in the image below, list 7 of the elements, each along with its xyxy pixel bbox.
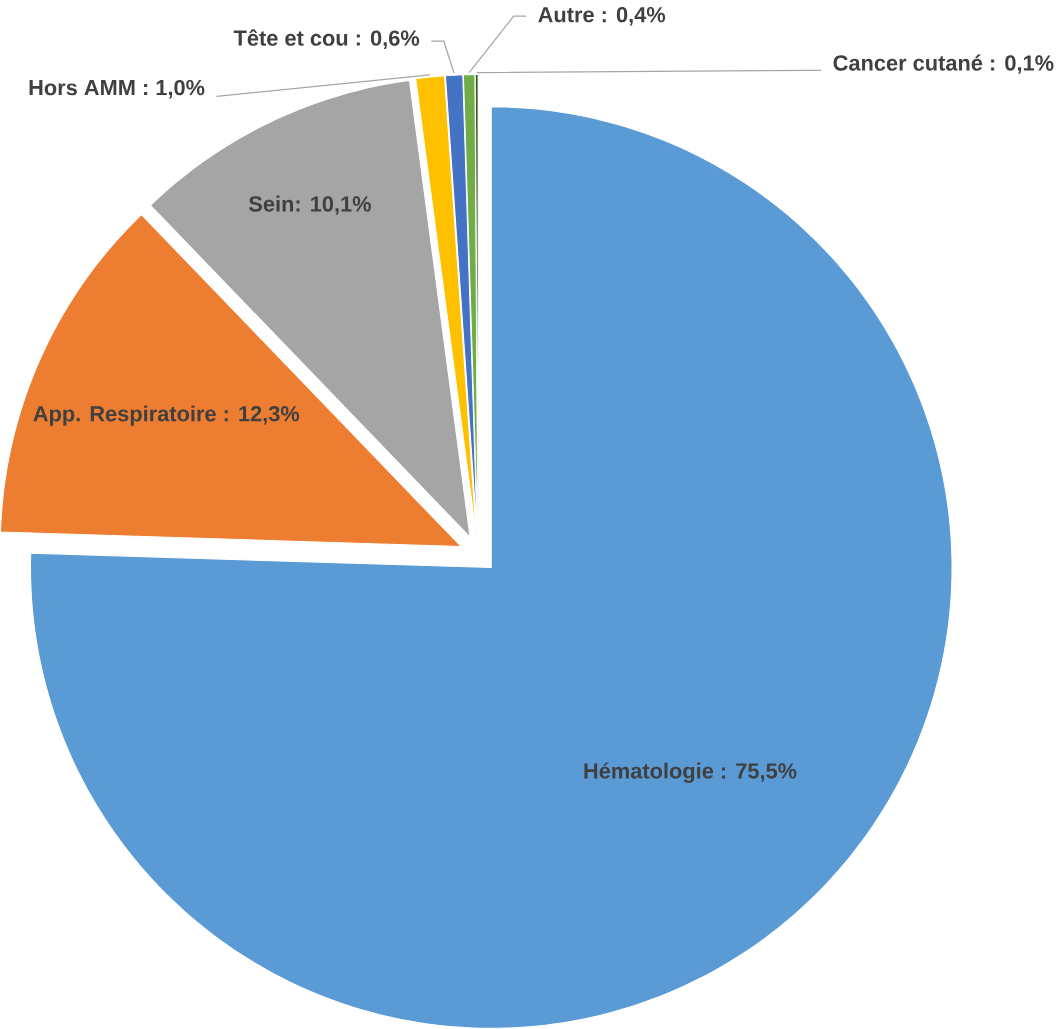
slice-label: Autre : 0,4% (538, 6, 666, 26)
slice-label: App. Respiratoire : 12,3% (33, 405, 300, 426)
slice-label: Hors AMM : 1,0% (29, 79, 205, 99)
slice-label: Cancer cutané : 0,1% (833, 54, 1054, 74)
slice-label: Sein: 10,1% (248, 195, 371, 215)
slice-label: Hématologie : 75,5% (584, 762, 797, 784)
slice-label: Tête et cou : 0,6% (233, 29, 420, 50)
